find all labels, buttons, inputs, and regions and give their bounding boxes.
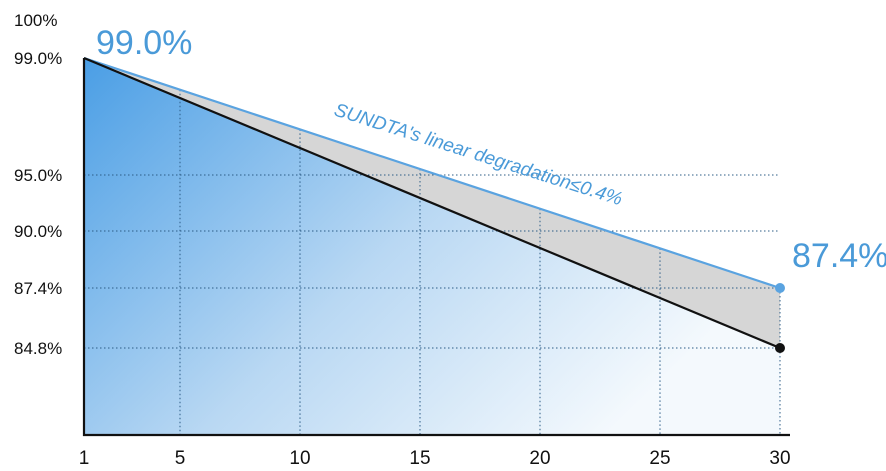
x-tick-label: 5 (175, 448, 186, 469)
vertical-grid-lines (179, 89, 781, 435)
series-line-reference (83, 56, 781, 350)
series-end-point-sundta (775, 283, 785, 293)
series-end-point-reference (775, 343, 785, 353)
x-tick-label: 15 (409, 448, 430, 469)
y-tick-labels: 84.8% 87.4% 90.0% 95.0% 99.0% 100% (14, 11, 62, 358)
x-tick-label: 20 (529, 448, 550, 469)
x-tick-label: 10 (289, 448, 310, 469)
y-tick-label: 90.0% (14, 222, 62, 241)
y-tick-label: 100% (14, 11, 57, 30)
x-tick-label: 25 (649, 448, 670, 469)
area-under-black-line (84, 58, 780, 435)
x-tick-labels: 1 5 10 15 20 25 30 (79, 448, 791, 469)
y-tick-label: 84.8% (14, 339, 62, 358)
start-value-label: 99.0% (96, 24, 192, 62)
x-tick-label: 1 (79, 448, 90, 469)
y-tick-label: 95.0% (14, 166, 62, 185)
y-tick-label: 87.4% (14, 279, 62, 298)
series-line-sundta (83, 56, 781, 290)
x-tick-label: 30 (769, 448, 790, 469)
end-value-label: 87.4% (792, 237, 886, 275)
horizontal-grid-lines (84, 174, 780, 349)
y-tick-label: 99.0% (14, 49, 62, 68)
